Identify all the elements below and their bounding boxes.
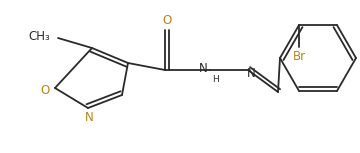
Text: N: N: [85, 111, 93, 124]
Text: Br: Br: [292, 50, 306, 63]
Text: CH₃: CH₃: [28, 30, 50, 43]
Text: O: O: [41, 84, 50, 97]
Text: H: H: [212, 75, 219, 84]
Text: O: O: [162, 14, 172, 27]
Text: N: N: [247, 67, 256, 80]
Text: N: N: [199, 62, 208, 75]
